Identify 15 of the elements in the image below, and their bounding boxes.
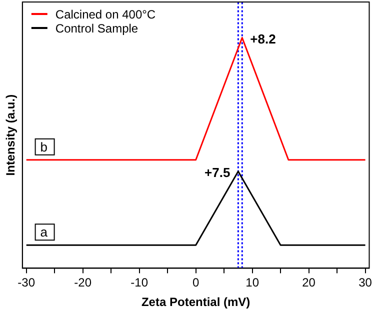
x-tick-label: 10 xyxy=(246,276,260,290)
x-tick-label: 30 xyxy=(358,276,372,290)
y-axis-title: Intensity (a.u.) xyxy=(4,94,18,176)
x-tick-label: -10 xyxy=(130,276,148,290)
x-tick-label: 20 xyxy=(302,276,316,290)
x-tick-label: -30 xyxy=(18,276,36,290)
x-tick-label: -20 xyxy=(74,276,92,290)
annotation: a xyxy=(40,224,48,240)
annotation: b xyxy=(40,139,48,154)
x-tick-label: 0 xyxy=(192,276,200,290)
x-axis-title: Zeta Potential (mV) xyxy=(141,295,250,310)
annotation: +8.2 xyxy=(250,31,276,46)
legend-label: Calcined on 400°C xyxy=(55,7,156,22)
annotation: +7.5 xyxy=(204,164,230,180)
legend-label: Control Sample xyxy=(55,21,138,36)
